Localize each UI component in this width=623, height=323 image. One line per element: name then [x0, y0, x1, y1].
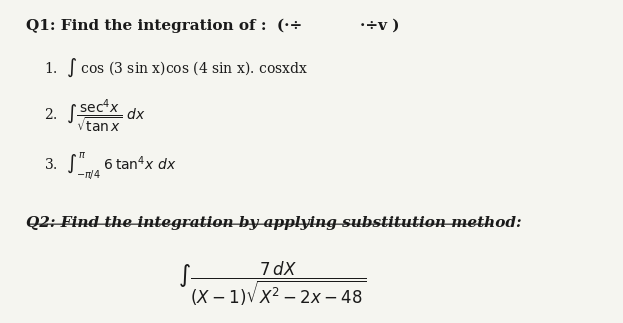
Text: Q2: Find the integration by applying substitution method:: Q2: Find the integration by applying sub… [26, 216, 522, 230]
Text: 1.  $\int$ cos (3 sin x)cos (4 sin x). cosxdx: 1. $\int$ cos (3 sin x)cos (4 sin x). co… [44, 56, 308, 78]
Text: Q1: Find the integration of :  (·÷           ·÷v ): Q1: Find the integration of : (·÷ ·÷v ) [26, 18, 400, 33]
Text: 2.  $\int \dfrac{\mathrm{sec}^4 x}{\sqrt{\mathrm{tan}\,x}}\ dx$: 2. $\int \dfrac{\mathrm{sec}^4 x}{\sqrt{… [44, 97, 146, 135]
Text: $\int \dfrac{7\,dX}{(X-1)\sqrt{X^2-2x-48}}$: $\int \dfrac{7\,dX}{(X-1)\sqrt{X^2-2x-48… [178, 260, 366, 308]
Text: 3.  $\int_{-\pi/4}^{\pi}\ 6\,\mathrm{tan}^4 x\ dx$: 3. $\int_{-\pi/4}^{\pi}\ 6\,\mathrm{tan}… [44, 151, 176, 181]
